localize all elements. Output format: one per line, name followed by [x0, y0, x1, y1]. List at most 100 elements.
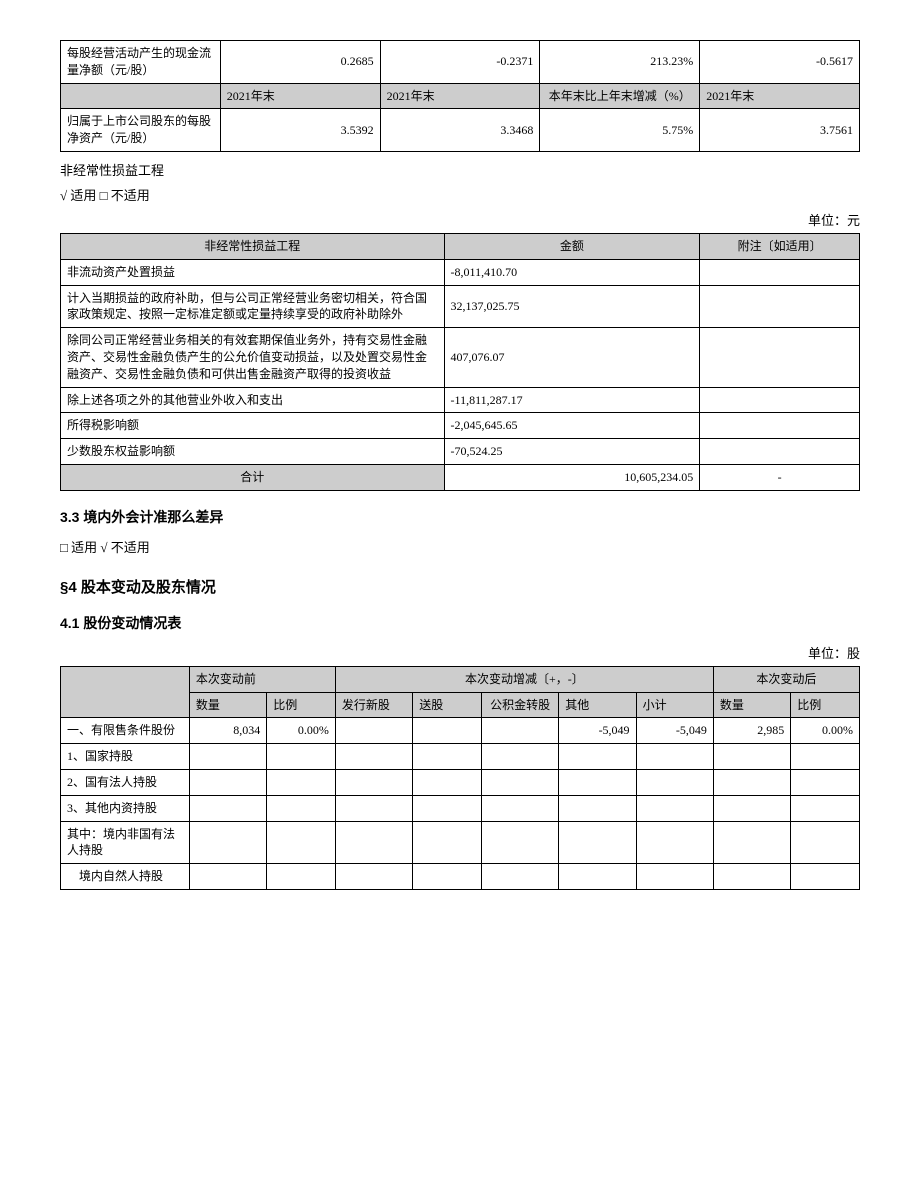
- column-header: 2021年末: [380, 83, 540, 109]
- column-header: 本次变动增减〔+，-〕: [335, 666, 713, 692]
- table-header-row: 本次变动前 本次变动增减〔+，-〕 本次变动后: [61, 666, 860, 692]
- row-label: 其中：境内非国有法人持股: [61, 821, 190, 864]
- cell-value: [335, 769, 412, 795]
- cell-note: [700, 439, 860, 465]
- nonrecurring-title: 非经常性损益工程: [60, 160, 860, 179]
- column-subheader: 小计: [636, 692, 713, 718]
- cell-value: 0.2685: [220, 41, 380, 84]
- cell-value: [335, 821, 412, 864]
- cell-value: [189, 821, 266, 864]
- table-row: 其中：境内非国有法人持股: [61, 821, 860, 864]
- cell-value: [636, 864, 713, 890]
- column-subheader: 其他: [559, 692, 636, 718]
- cell-value: [791, 821, 860, 864]
- cell-value: 2,985: [713, 718, 790, 744]
- nonrecurring-table: 非经常性损益工程 金额 附注〔如适用〕 非流动资产处置损益 -8,011,410…: [60, 233, 860, 491]
- table-row: 境内自然人持股: [61, 864, 860, 890]
- cell-value: -70,524.25: [444, 439, 700, 465]
- section-3-3-title: 3.3 境内外会计准那么差异: [60, 507, 860, 527]
- column-header: 本年末比上年末增减（%）: [540, 83, 700, 109]
- column-header: 2021年末: [220, 83, 380, 109]
- cell-value: 3.5392: [220, 109, 380, 152]
- cell-value: [559, 864, 636, 890]
- cell-note: [700, 285, 860, 328]
- table-row: 1、国家持股: [61, 744, 860, 770]
- cell-value: [189, 769, 266, 795]
- cell-value: [267, 795, 336, 821]
- cell-value: 0.00%: [791, 718, 860, 744]
- cell-value: [413, 769, 482, 795]
- table-row: 少数股东权益影响额 -70,524.25: [61, 439, 860, 465]
- row-label: 所得税影响额: [61, 413, 445, 439]
- column-header: 金额: [444, 233, 700, 259]
- per-share-table: 每股经营活动产生的现金流量净额（元/股） 0.2685 -0.2371 213.…: [60, 40, 860, 152]
- cell-value: 3.7561: [700, 109, 860, 152]
- table-row: 计入当期损益的政府补助，但与公司正常经营业务密切相关，符合国家政策规定、按照一定…: [61, 285, 860, 328]
- cell-value: [713, 744, 790, 770]
- table-header-row: 2021年末 2021年末 本年末比上年末增减（%） 2021年末: [61, 83, 860, 109]
- cell-value: [713, 864, 790, 890]
- share-change-table: 本次变动前 本次变动增减〔+，-〕 本次变动后 数量 比例 发行新股 送股 公积…: [60, 666, 860, 890]
- cell-value: [559, 821, 636, 864]
- cell-value: [413, 821, 482, 864]
- cell-value: [481, 744, 558, 770]
- column-header: 本次变动后: [713, 666, 859, 692]
- cell-value: [267, 864, 336, 890]
- cell-value: -11,811,287.17: [444, 387, 700, 413]
- cell-value: [413, 864, 482, 890]
- table-row: 除上述各项之外的其他营业外收入和支出 -11,811,287.17: [61, 387, 860, 413]
- cell-value: [791, 769, 860, 795]
- column-header: 附注〔如适用〕: [700, 233, 860, 259]
- cell-value: 3.3468: [380, 109, 540, 152]
- row-label: 境内自然人持股: [61, 864, 190, 890]
- cell-value: [559, 769, 636, 795]
- cell-value: 5.75%: [540, 109, 700, 152]
- cell-value: [713, 795, 790, 821]
- column-subheader: 送股: [413, 692, 482, 718]
- table-row: 归属于上市公司股东的每股净资产（元/股） 3.5392 3.3468 5.75%…: [61, 109, 860, 152]
- table-row: 一、有限售条件股份 8,034 0.00% -5,049 -5,049 2,98…: [61, 718, 860, 744]
- cell-value: [481, 769, 558, 795]
- cell-value: [481, 718, 558, 744]
- table-row: 每股经营活动产生的现金流量净额（元/股） 0.2685 -0.2371 213.…: [61, 41, 860, 84]
- row-label: 2、国有法人持股: [61, 769, 190, 795]
- table-header-row: 非经常性损益工程 金额 附注〔如适用〕: [61, 233, 860, 259]
- cell-value: [267, 744, 336, 770]
- cell-value: -8,011,410.70: [444, 259, 700, 285]
- row-label: 1、国家持股: [61, 744, 190, 770]
- cell-value: [559, 795, 636, 821]
- total-amount: 10,605,234.05: [444, 464, 700, 490]
- cell-value: [636, 795, 713, 821]
- cell-value: [413, 795, 482, 821]
- column-subheader: 比例: [791, 692, 860, 718]
- table-row: 所得税影响额 -2,045,645.65: [61, 413, 860, 439]
- row-label: 计入当期损益的政府补助，但与公司正常经营业务密切相关，符合国家政策规定、按照一定…: [61, 285, 445, 328]
- total-label: 合计: [61, 464, 445, 490]
- row-label: 每股经营活动产生的现金流量净额（元/股）: [61, 41, 221, 84]
- cell-value: -5,049: [636, 718, 713, 744]
- row-label: 除同公司正常经营业务相关的有效套期保值业务外，持有交易性金融资产、交易性金融负债…: [61, 328, 445, 387]
- cell-value: [335, 744, 412, 770]
- cell-value: [267, 821, 336, 864]
- cell-value: [791, 795, 860, 821]
- cell-value: [335, 718, 412, 744]
- section-4-1-title: 4.1 股份变动情况表: [60, 613, 860, 633]
- cell-value: [335, 864, 412, 890]
- cell-value: [481, 821, 558, 864]
- row-label: 少数股东权益影响额: [61, 439, 445, 465]
- cell-value: 213.23%: [540, 41, 700, 84]
- row-label: 一、有限售条件股份: [61, 718, 190, 744]
- column-subheader: 发行新股: [335, 692, 412, 718]
- cell-value: -5,049: [559, 718, 636, 744]
- row-label: 3、其他内资持股: [61, 795, 190, 821]
- table-row: 非流动资产处置损益 -8,011,410.70: [61, 259, 860, 285]
- header-blank: [61, 666, 190, 718]
- table-row: 除同公司正常经营业务相关的有效套期保值业务外，持有交易性金融资产、交易性金融负债…: [61, 328, 860, 387]
- cell-value: [189, 864, 266, 890]
- column-subheader: 数量: [189, 692, 266, 718]
- applicable-check: □ 适用 √ 不适用: [60, 537, 860, 556]
- unit-label: 单位：股: [60, 643, 860, 662]
- cell-value: [636, 769, 713, 795]
- applicable-check: √ 适用 □ 不适用: [60, 185, 860, 204]
- cell-value: [636, 821, 713, 864]
